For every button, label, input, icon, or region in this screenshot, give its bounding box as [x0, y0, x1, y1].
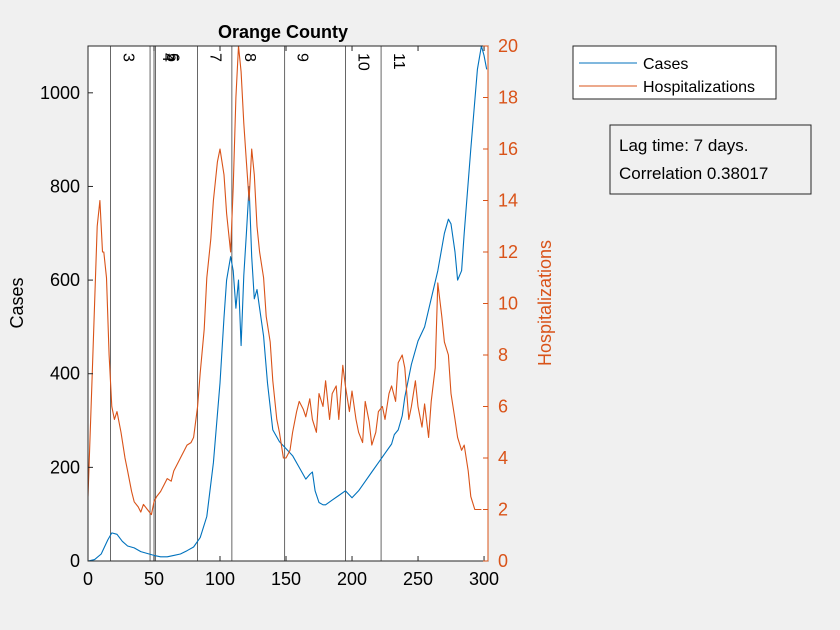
y-right-tick-label-18: 18 [498, 88, 518, 108]
annotation-frame [609, 124, 812, 195]
x-tick-label-50: 50 [144, 569, 164, 589]
plot-area [88, 46, 488, 561]
y-axis-left-label: Cases [7, 277, 27, 328]
y-right-tick-label-4: 4 [498, 448, 508, 468]
y-right-tick-label-14: 14 [498, 191, 518, 211]
x-axis: 0 50 100 150 200 250 300 [83, 46, 499, 589]
x-tick-label-300: 300 [469, 569, 499, 589]
y-right-tick-label-12: 12 [498, 242, 518, 262]
legend-label-cases: Cases [643, 56, 688, 73]
y-left-tick-label-800: 800 [50, 176, 80, 196]
y-left-tick-label-0: 0 [70, 551, 80, 571]
event-label-4: 4 [159, 53, 176, 62]
event-lines: 3 456 7 8 9 10 11 [110, 46, 407, 561]
x-tick-label-100: 100 [205, 569, 235, 589]
series-layer [88, 46, 488, 561]
legend-box [572, 45, 777, 100]
y-axis-left: 0 200 400 600 800 1000 [40, 83, 93, 571]
event-label-5: 5 [163, 53, 180, 62]
y-left-tick-label-600: 600 [50, 270, 80, 290]
event-label-10: 10 [354, 53, 371, 71]
x-tick-label-250: 250 [403, 569, 433, 589]
series-line-hospitalizations [88, 46, 482, 516]
y-right-tick-label-10: 10 [498, 294, 518, 314]
y-right-tick-label-8: 8 [498, 345, 508, 365]
y-axis-right-label: Hospitalizations [535, 240, 555, 366]
y-right-tick-label-16: 16 [498, 139, 518, 159]
y-axis-right: 0 2 4 6 8 10 12 14 16 18 20 [483, 36, 518, 571]
event-label-8: 8 [241, 53, 258, 62]
event-label-11: 11 [390, 53, 407, 70]
annotation-lag-time: Lag time: 7 days. [619, 136, 748, 155]
x-tick-label-150: 150 [271, 569, 301, 589]
y-right-tick-label-6: 6 [498, 397, 508, 417]
y-left-tick-label-400: 400 [50, 364, 80, 384]
event-label-6: 6 [164, 53, 181, 62]
annotation-box: Lag time: 7 days. Correlation 0.38017 [609, 124, 812, 195]
y-right-tick-label-20: 20 [498, 36, 518, 56]
y-right-tick-label-2: 2 [498, 500, 508, 520]
x-tick-label-0: 0 [83, 569, 93, 589]
event-label-3: 3 [119, 53, 136, 62]
event-label-7: 7 [207, 53, 224, 62]
y-left-tick-label-1000: 1000 [40, 83, 80, 103]
event-label-9: 9 [294, 53, 311, 62]
y-left-tick-label-200: 200 [50, 457, 80, 477]
x-tick-label-200: 200 [337, 569, 367, 589]
legend-label-hospitalizations: Hospitalizations [643, 79, 755, 96]
chart-title: Orange County [218, 22, 348, 42]
annotation-correlation: Correlation 0.38017 [619, 164, 768, 183]
legend: Cases Hospitalizations [572, 45, 777, 100]
y-right-tick-label-0: 0 [498, 551, 508, 571]
series-line-cases [88, 46, 488, 561]
